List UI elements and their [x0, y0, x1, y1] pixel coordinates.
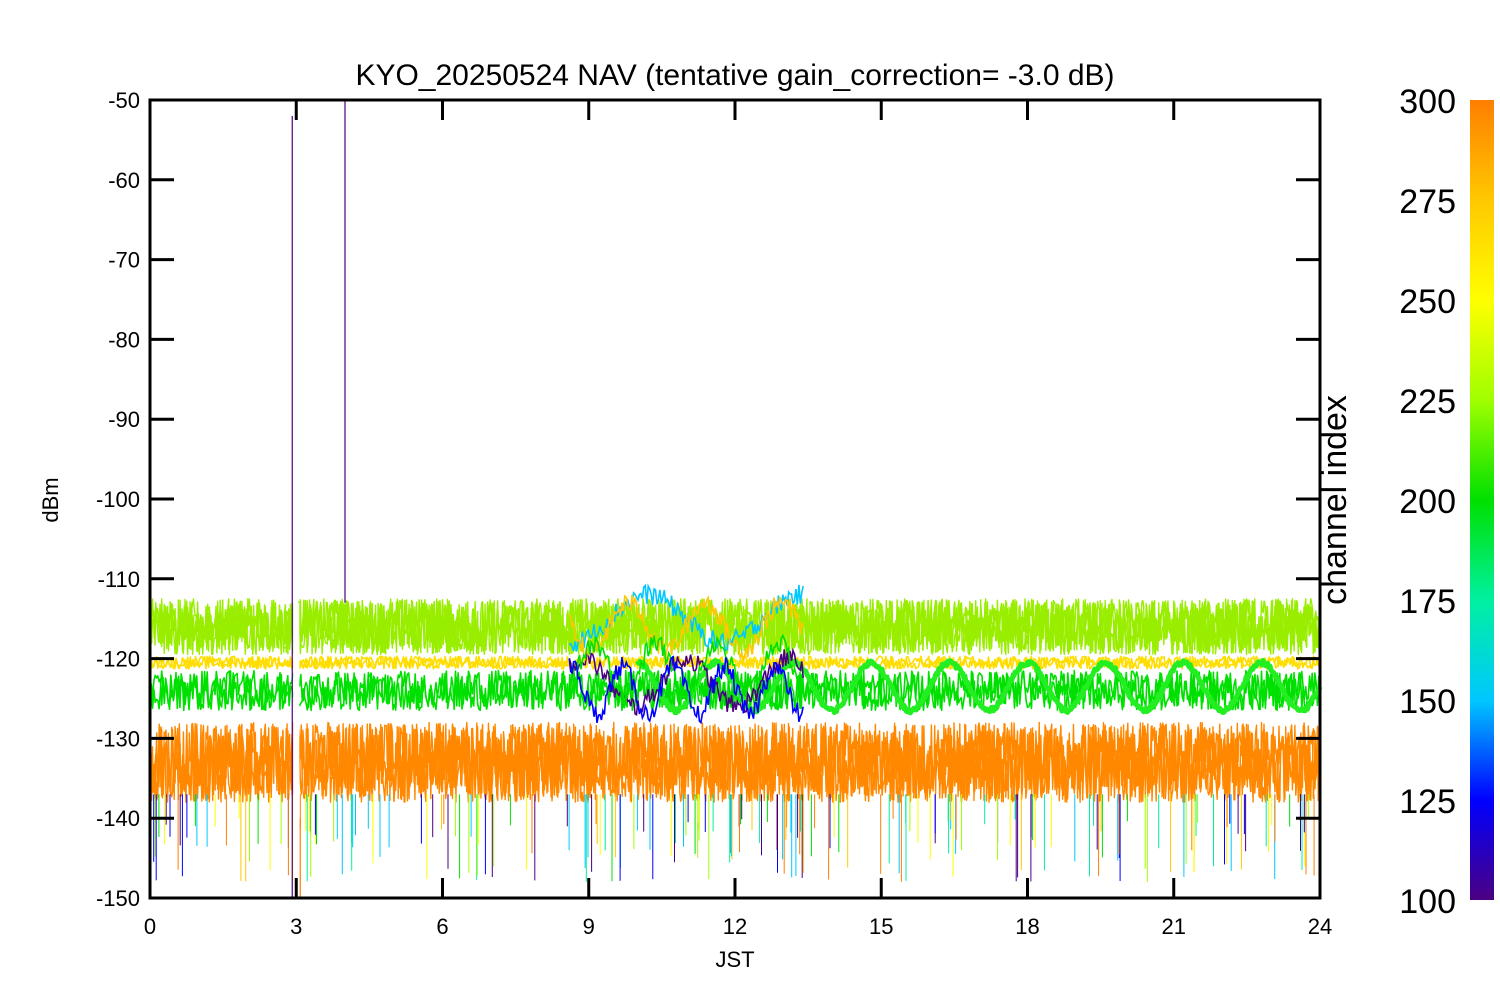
- plot-data: [149, 100, 1323, 898]
- colorbar-tick-label: 175: [1399, 583, 1456, 621]
- y-axis-label: dBm: [38, 477, 63, 522]
- colorbar-tick-label: 225: [1399, 383, 1456, 421]
- colorbar-tick-label: 250: [1399, 283, 1456, 321]
- disturbed-series-line: [568, 594, 804, 662]
- x-tick-label: 15: [869, 914, 893, 939]
- series-line: [149, 721, 1321, 803]
- chart-title: KYO_20250524 NAV (tentative gain_correct…: [355, 59, 1114, 92]
- x-tick-label: 21: [1162, 914, 1186, 939]
- y-tick-label: -60: [108, 168, 140, 193]
- y-tick-label: -80: [108, 327, 140, 352]
- axes: 0 3 6 9 12 15 18 21 24 -50 -60 -70 -80 -90 -100 -110 -12…: [96, 88, 1332, 939]
- y-tick-label: -50: [108, 88, 140, 113]
- y-tick-label: -140: [96, 806, 140, 831]
- colorbar: 300 275 250 225 200 175 150 125 100: [1399, 83, 1494, 921]
- colorbar-tick-label: 150: [1399, 683, 1456, 721]
- colorbar-tick-label: 300: [1399, 83, 1456, 121]
- x-axis-label: JST: [715, 947, 754, 972]
- disturbed-series-line: [568, 655, 804, 725]
- series-line: [149, 655, 1321, 670]
- y-tick-label: -100: [96, 487, 140, 512]
- colorbar-tick-label: 200: [1399, 483, 1456, 521]
- y-tick-label: -70: [108, 248, 140, 273]
- x-tick-label: 6: [436, 914, 448, 939]
- data-gap: [293, 602, 300, 898]
- disturbed-series-line: [568, 647, 804, 717]
- x-tick-label: 9: [583, 914, 595, 939]
- y-tick-label: -150: [96, 886, 140, 911]
- y-tick-label: -120: [96, 647, 140, 672]
- y-tick-label: -110: [98, 567, 140, 592]
- x-tick-label: 24: [1308, 914, 1332, 939]
- series-line: [149, 598, 1321, 656]
- colorbar-tick-label: 100: [1399, 883, 1456, 921]
- x-tick-label: 0: [144, 914, 156, 939]
- colorbar-label: channel index: [1316, 395, 1354, 605]
- colorbar-gradient: [1470, 100, 1494, 900]
- x-tick-label: 12: [723, 914, 747, 939]
- disturbed-series-line: [568, 633, 804, 703]
- colorbar-tick-label: 125: [1399, 783, 1456, 821]
- colorbar-tick-label: 275: [1399, 183, 1456, 221]
- y-tick-label: -90: [108, 407, 140, 432]
- x-tick-label: 3: [290, 914, 302, 939]
- x-tick-label: 18: [1015, 914, 1039, 939]
- y-tick-label: -130: [96, 726, 140, 751]
